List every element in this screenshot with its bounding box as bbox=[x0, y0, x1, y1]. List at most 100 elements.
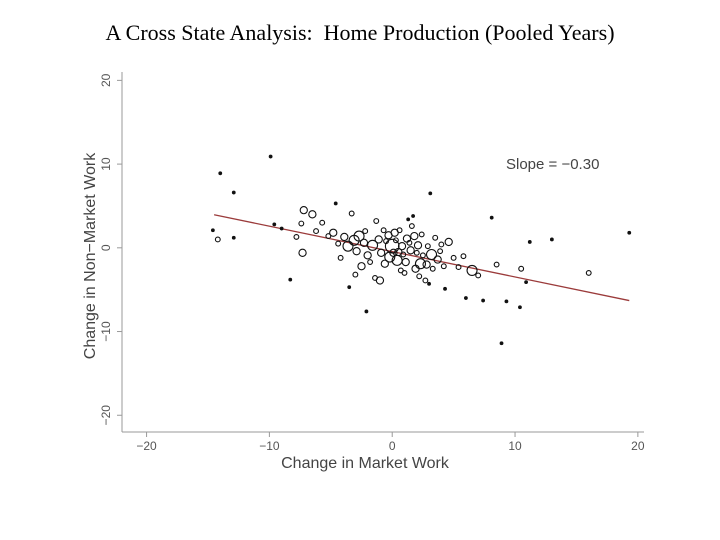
data-point bbox=[440, 263, 447, 270]
data-point bbox=[367, 259, 374, 265]
data-point bbox=[408, 223, 415, 229]
data-point bbox=[308, 210, 317, 219]
data-point bbox=[364, 309, 369, 314]
data-point bbox=[352, 247, 361, 256]
y-tick-label: 10 bbox=[99, 157, 113, 171]
y-tick-label: −20 bbox=[99, 405, 113, 426]
data-point bbox=[342, 240, 354, 252]
data-point bbox=[413, 241, 423, 250]
data-point bbox=[214, 236, 221, 243]
data-point bbox=[410, 231, 419, 241]
data-point bbox=[450, 254, 457, 261]
data-point bbox=[443, 286, 447, 291]
data-point bbox=[268, 154, 273, 159]
data-point bbox=[455, 264, 462, 271]
data-point bbox=[347, 285, 352, 290]
y-tick-label: 0 bbox=[99, 244, 113, 251]
y-axis-title: Change in Non−Market Work bbox=[82, 152, 99, 359]
data-point bbox=[218, 171, 223, 176]
data-point bbox=[475, 272, 482, 279]
data-point bbox=[481, 298, 486, 303]
data-point bbox=[384, 238, 400, 254]
data-point bbox=[400, 251, 407, 258]
data-point bbox=[401, 257, 410, 267]
data-point bbox=[518, 305, 522, 310]
y-tick-label: −10 bbox=[99, 321, 113, 342]
data-point bbox=[374, 235, 383, 244]
data-point bbox=[380, 227, 387, 234]
data-point bbox=[377, 248, 386, 257]
data-point bbox=[425, 248, 438, 261]
x-tick-label: 10 bbox=[508, 439, 522, 453]
data-point bbox=[375, 276, 385, 285]
data-point bbox=[402, 234, 412, 243]
data-point bbox=[518, 265, 525, 272]
x-tick-label: −10 bbox=[259, 439, 280, 453]
data-point bbox=[419, 252, 426, 259]
data-point bbox=[422, 260, 431, 269]
x-axis-title: Change in Market Work bbox=[281, 455, 450, 472]
data-point bbox=[406, 239, 413, 246]
data-point bbox=[493, 261, 500, 268]
data-point bbox=[293, 233, 300, 240]
data-point bbox=[210, 228, 215, 233]
data-point bbox=[299, 205, 308, 215]
points-layer bbox=[210, 154, 632, 346]
slide-title: A Cross State Analysis: Home Production … bbox=[105, 20, 615, 45]
data-point bbox=[585, 269, 592, 276]
data-point bbox=[357, 262, 366, 271]
data-point bbox=[432, 234, 439, 241]
data-point bbox=[362, 228, 369, 235]
data-point bbox=[549, 237, 554, 242]
data-point bbox=[401, 269, 408, 276]
data-point bbox=[422, 277, 429, 284]
data-point bbox=[352, 271, 359, 278]
data-point bbox=[333, 201, 338, 206]
data-point bbox=[527, 240, 532, 244]
data-point bbox=[489, 215, 494, 220]
y-tick-label: 20 bbox=[99, 73, 113, 87]
x-tick-label: 20 bbox=[631, 439, 645, 453]
data-point bbox=[438, 241, 445, 248]
data-point bbox=[367, 239, 379, 251]
data-point bbox=[325, 233, 332, 240]
data-point bbox=[444, 237, 453, 247]
data-point bbox=[466, 264, 478, 276]
data-point bbox=[335, 240, 342, 247]
x-tick-label: 0 bbox=[389, 439, 396, 453]
data-point bbox=[464, 296, 468, 300]
data-point bbox=[279, 226, 284, 231]
data-point bbox=[499, 341, 504, 346]
data-point bbox=[288, 277, 293, 282]
data-point bbox=[413, 249, 420, 256]
data-point bbox=[298, 248, 307, 257]
data-point bbox=[272, 222, 277, 227]
data-point bbox=[313, 228, 320, 235]
data-point bbox=[319, 219, 326, 226]
data-point bbox=[329, 228, 338, 237]
data-point bbox=[460, 253, 467, 260]
data-point bbox=[428, 191, 433, 196]
data-point bbox=[524, 280, 528, 285]
data-point bbox=[396, 227, 403, 234]
data-point bbox=[340, 232, 349, 242]
data-point bbox=[231, 235, 236, 240]
data-point bbox=[337, 254, 344, 261]
data-point bbox=[392, 237, 399, 244]
data-point bbox=[298, 220, 305, 227]
data-point bbox=[418, 231, 425, 238]
data-point bbox=[231, 190, 236, 195]
data-point bbox=[433, 255, 442, 264]
data-point bbox=[429, 265, 436, 272]
data-point bbox=[353, 230, 365, 242]
data-point bbox=[363, 251, 372, 260]
data-point bbox=[397, 241, 407, 251]
data-point bbox=[348, 210, 355, 217]
data-point bbox=[414, 258, 427, 270]
data-point bbox=[416, 273, 423, 280]
data-point bbox=[424, 243, 431, 250]
data-point bbox=[504, 299, 509, 304]
data-point bbox=[406, 246, 415, 255]
data-point bbox=[406, 217, 411, 222]
